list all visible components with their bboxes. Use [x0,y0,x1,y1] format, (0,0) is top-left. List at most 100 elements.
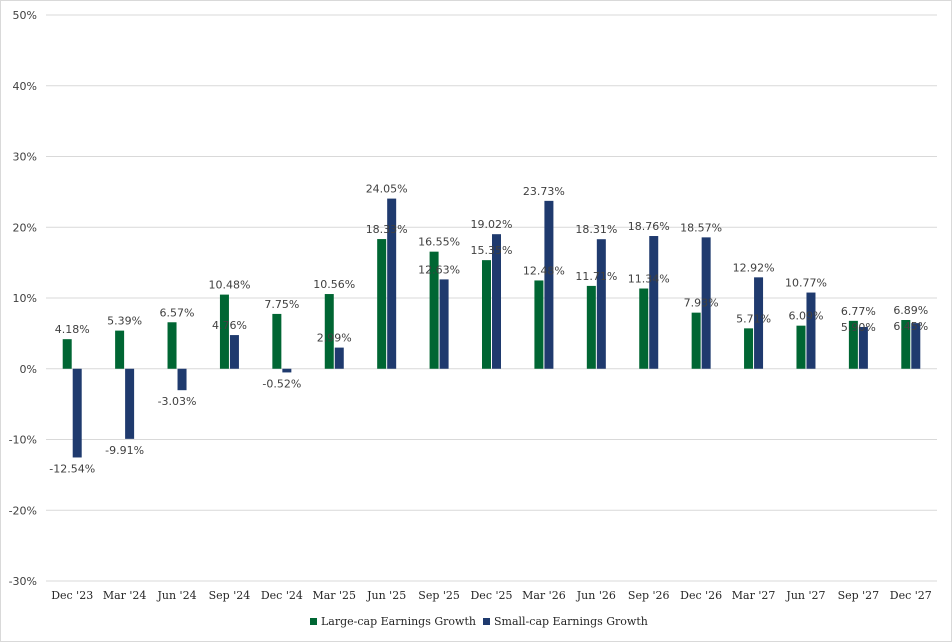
data-label-small-cap: -9.91% [105,444,144,457]
bar-small-cap [701,237,711,369]
bar-large-cap [115,330,125,369]
data-label-small-cap: 2.99% [317,332,352,345]
data-label-small-cap: 24.05% [366,183,408,196]
bar-large-cap [744,328,754,369]
bar-small-cap [334,347,344,369]
bar-large-cap [324,294,334,369]
data-label-large-cap: 5.39% [107,315,142,328]
bar-large-cap [62,339,72,369]
data-label-large-cap: 11.71% [575,270,617,283]
bar-large-cap [691,312,701,369]
data-label-large-cap: 10.56% [313,278,355,291]
x-tick-label: Dec '27 [890,589,932,602]
x-tick-label: Sep '25 [418,589,460,602]
data-label-large-cap: 10.48% [208,279,250,292]
x-tick-label: Dec '23 [51,589,93,602]
gridlines [46,14,937,582]
bar-large-cap [534,280,544,369]
data-label-large-cap: 12.48% [523,264,565,277]
data-label-large-cap: 5.71% [736,312,771,325]
data-label-small-cap: 12.92% [733,261,775,274]
bar-large-cap [639,288,649,369]
legend-label-large-cap: Large-cap Earnings Growth [321,615,476,628]
data-label-small-cap: 18.57% [680,221,722,234]
data-label-small-cap: 19.02% [471,218,513,231]
y-tick-label: -30% [9,575,37,588]
data-label-small-cap: -0.52% [262,377,301,390]
x-tick-label: Jun '24 [156,589,196,602]
data-label-large-cap: 7.75% [264,298,299,311]
bar-small-cap [229,335,239,369]
y-tick-label: 40% [13,80,37,93]
x-tick-label: Dec '25 [470,589,512,602]
x-tick-label: Jun '26 [576,589,616,602]
y-tick-label: 0% [20,363,37,376]
data-label-small-cap: -12.54% [49,462,95,475]
bar-small-cap [649,236,659,369]
bar-large-cap [586,285,596,369]
x-tick-label: Jun '25 [366,589,406,602]
bar-small-cap [858,327,868,369]
data-label-large-cap: 6.09% [788,310,823,323]
x-tick-label: Sep '24 [209,589,251,602]
x-axis-ticks: Dec '23 Mar '24 Jun '24 Sep '24 Dec '24 Mar '… [51,589,932,602]
bars [62,198,921,458]
data-label-large-cap: 15.35% [471,244,513,257]
y-tick-label: 20% [13,221,37,234]
data-label-large-cap: 4.18% [55,323,90,336]
data-label-small-cap: 23.73% [523,185,565,198]
bar-large-cap [901,320,911,369]
y-axis-ticks: -30% -20% -10% 0% 10% 20% 30% 40% 50% [9,9,37,588]
y-tick-label: 50% [13,9,37,22]
legend-swatch-small-cap [483,618,490,625]
x-tick-label: Jun '27 [785,589,825,602]
bar-small-cap [177,368,187,391]
data-label-large-cap: 6.57% [160,306,195,319]
y-tick-label: -10% [9,434,37,447]
data-label-large-cap: 11.34% [628,273,670,286]
bar-large-cap [429,251,439,369]
data-label-small-cap: 6.45% [893,320,928,333]
bar-large-cap [272,313,282,369]
bar-small-cap [439,279,449,369]
data-label-large-cap: 16.55% [418,236,460,249]
data-label-large-cap: 6.89% [893,304,928,317]
bar-small-cap [125,368,135,439]
data-label-small-cap: -3.03% [158,395,197,408]
legend-swatch-large-cap [310,618,317,625]
x-tick-label: Sep '26 [628,589,670,602]
y-tick-label: 30% [13,151,37,164]
bar-small-cap [72,368,82,458]
data-label-small-cap: 10.77% [785,277,827,290]
bar-large-cap [796,325,806,369]
bar-large-cap [482,260,491,369]
x-tick-label: Sep '27 [838,589,880,602]
legend: Large-cap Earnings Growth Small-cap Earn… [310,615,648,628]
data-label-large-cap: 7.93% [684,297,719,310]
data-label-small-cap: 18.31% [575,223,617,236]
bar-small-cap [492,234,501,369]
data-label-small-cap: 4.76% [212,319,247,332]
bar-small-cap [911,323,921,369]
x-tick-label: Mar '27 [732,589,776,602]
y-tick-label: 10% [13,292,37,305]
data-labels: 4.18% -12.54% 5.39% -9.91% 6.57% -3.03% 10.48%… [49,183,928,476]
bar-large-cap [848,320,858,369]
data-label-large-cap: 18.33% [366,223,408,236]
data-label-small-cap: 5.90% [841,321,876,334]
bar-small-cap [387,198,397,369]
data-label-large-cap: 6.77% [841,305,876,318]
bar-large-cap [167,322,177,369]
x-tick-label: Mar '24 [103,589,147,602]
x-tick-label: Mar '26 [522,589,566,602]
bar-small-cap [754,277,764,369]
bar-large-cap [219,294,229,369]
y-tick-label: -20% [9,504,37,517]
x-tick-label: Mar '25 [312,589,356,602]
x-tick-label: Dec '24 [261,589,303,602]
bar-small-cap [806,292,816,369]
data-label-small-cap: 12.63% [418,263,460,276]
x-tick-label: Dec '26 [680,589,722,602]
